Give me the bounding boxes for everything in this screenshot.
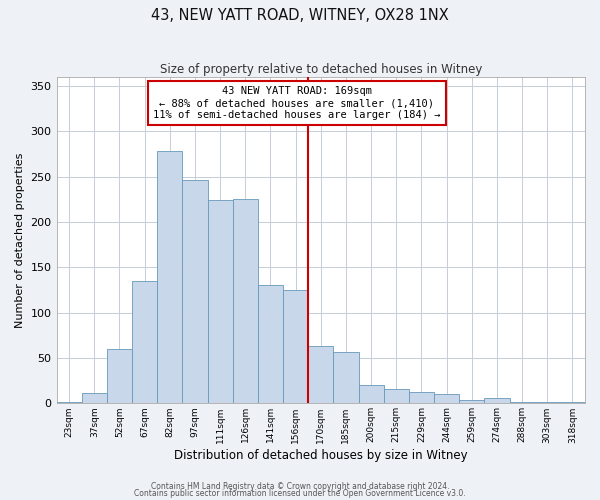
Bar: [359, 386, 383, 404]
Bar: [132, 281, 157, 404]
Title: Size of property relative to detached houses in Witney: Size of property relative to detached ho…: [160, 62, 482, 76]
Text: Contains HM Land Registry data © Crown copyright and database right 2024.: Contains HM Land Registry data © Crown c…: [151, 482, 449, 491]
Bar: [157, 151, 182, 404]
Bar: [308, 346, 334, 404]
Bar: [383, 389, 409, 404]
Bar: [334, 352, 359, 404]
Y-axis label: Number of detached properties: Number of detached properties: [15, 152, 25, 328]
Bar: [107, 349, 132, 404]
Bar: [434, 394, 459, 404]
Bar: [233, 199, 258, 404]
Bar: [535, 402, 560, 404]
Bar: [560, 402, 585, 404]
Bar: [409, 392, 434, 404]
Text: 43, NEW YATT ROAD, WITNEY, OX28 1NX: 43, NEW YATT ROAD, WITNEY, OX28 1NX: [151, 8, 449, 22]
Text: 43 NEW YATT ROAD: 169sqm
← 88% of detached houses are smaller (1,410)
11% of sem: 43 NEW YATT ROAD: 169sqm ← 88% of detach…: [153, 86, 441, 120]
X-axis label: Distribution of detached houses by size in Witney: Distribution of detached houses by size …: [174, 450, 467, 462]
Bar: [258, 284, 283, 404]
Text: Contains public sector information licensed under the Open Government Licence v3: Contains public sector information licen…: [134, 490, 466, 498]
Bar: [182, 180, 208, 404]
Bar: [283, 290, 308, 404]
Bar: [509, 402, 535, 404]
Bar: [484, 398, 509, 404]
Bar: [56, 402, 82, 404]
Bar: [208, 200, 233, 404]
Bar: [82, 394, 107, 404]
Bar: [459, 400, 484, 404]
